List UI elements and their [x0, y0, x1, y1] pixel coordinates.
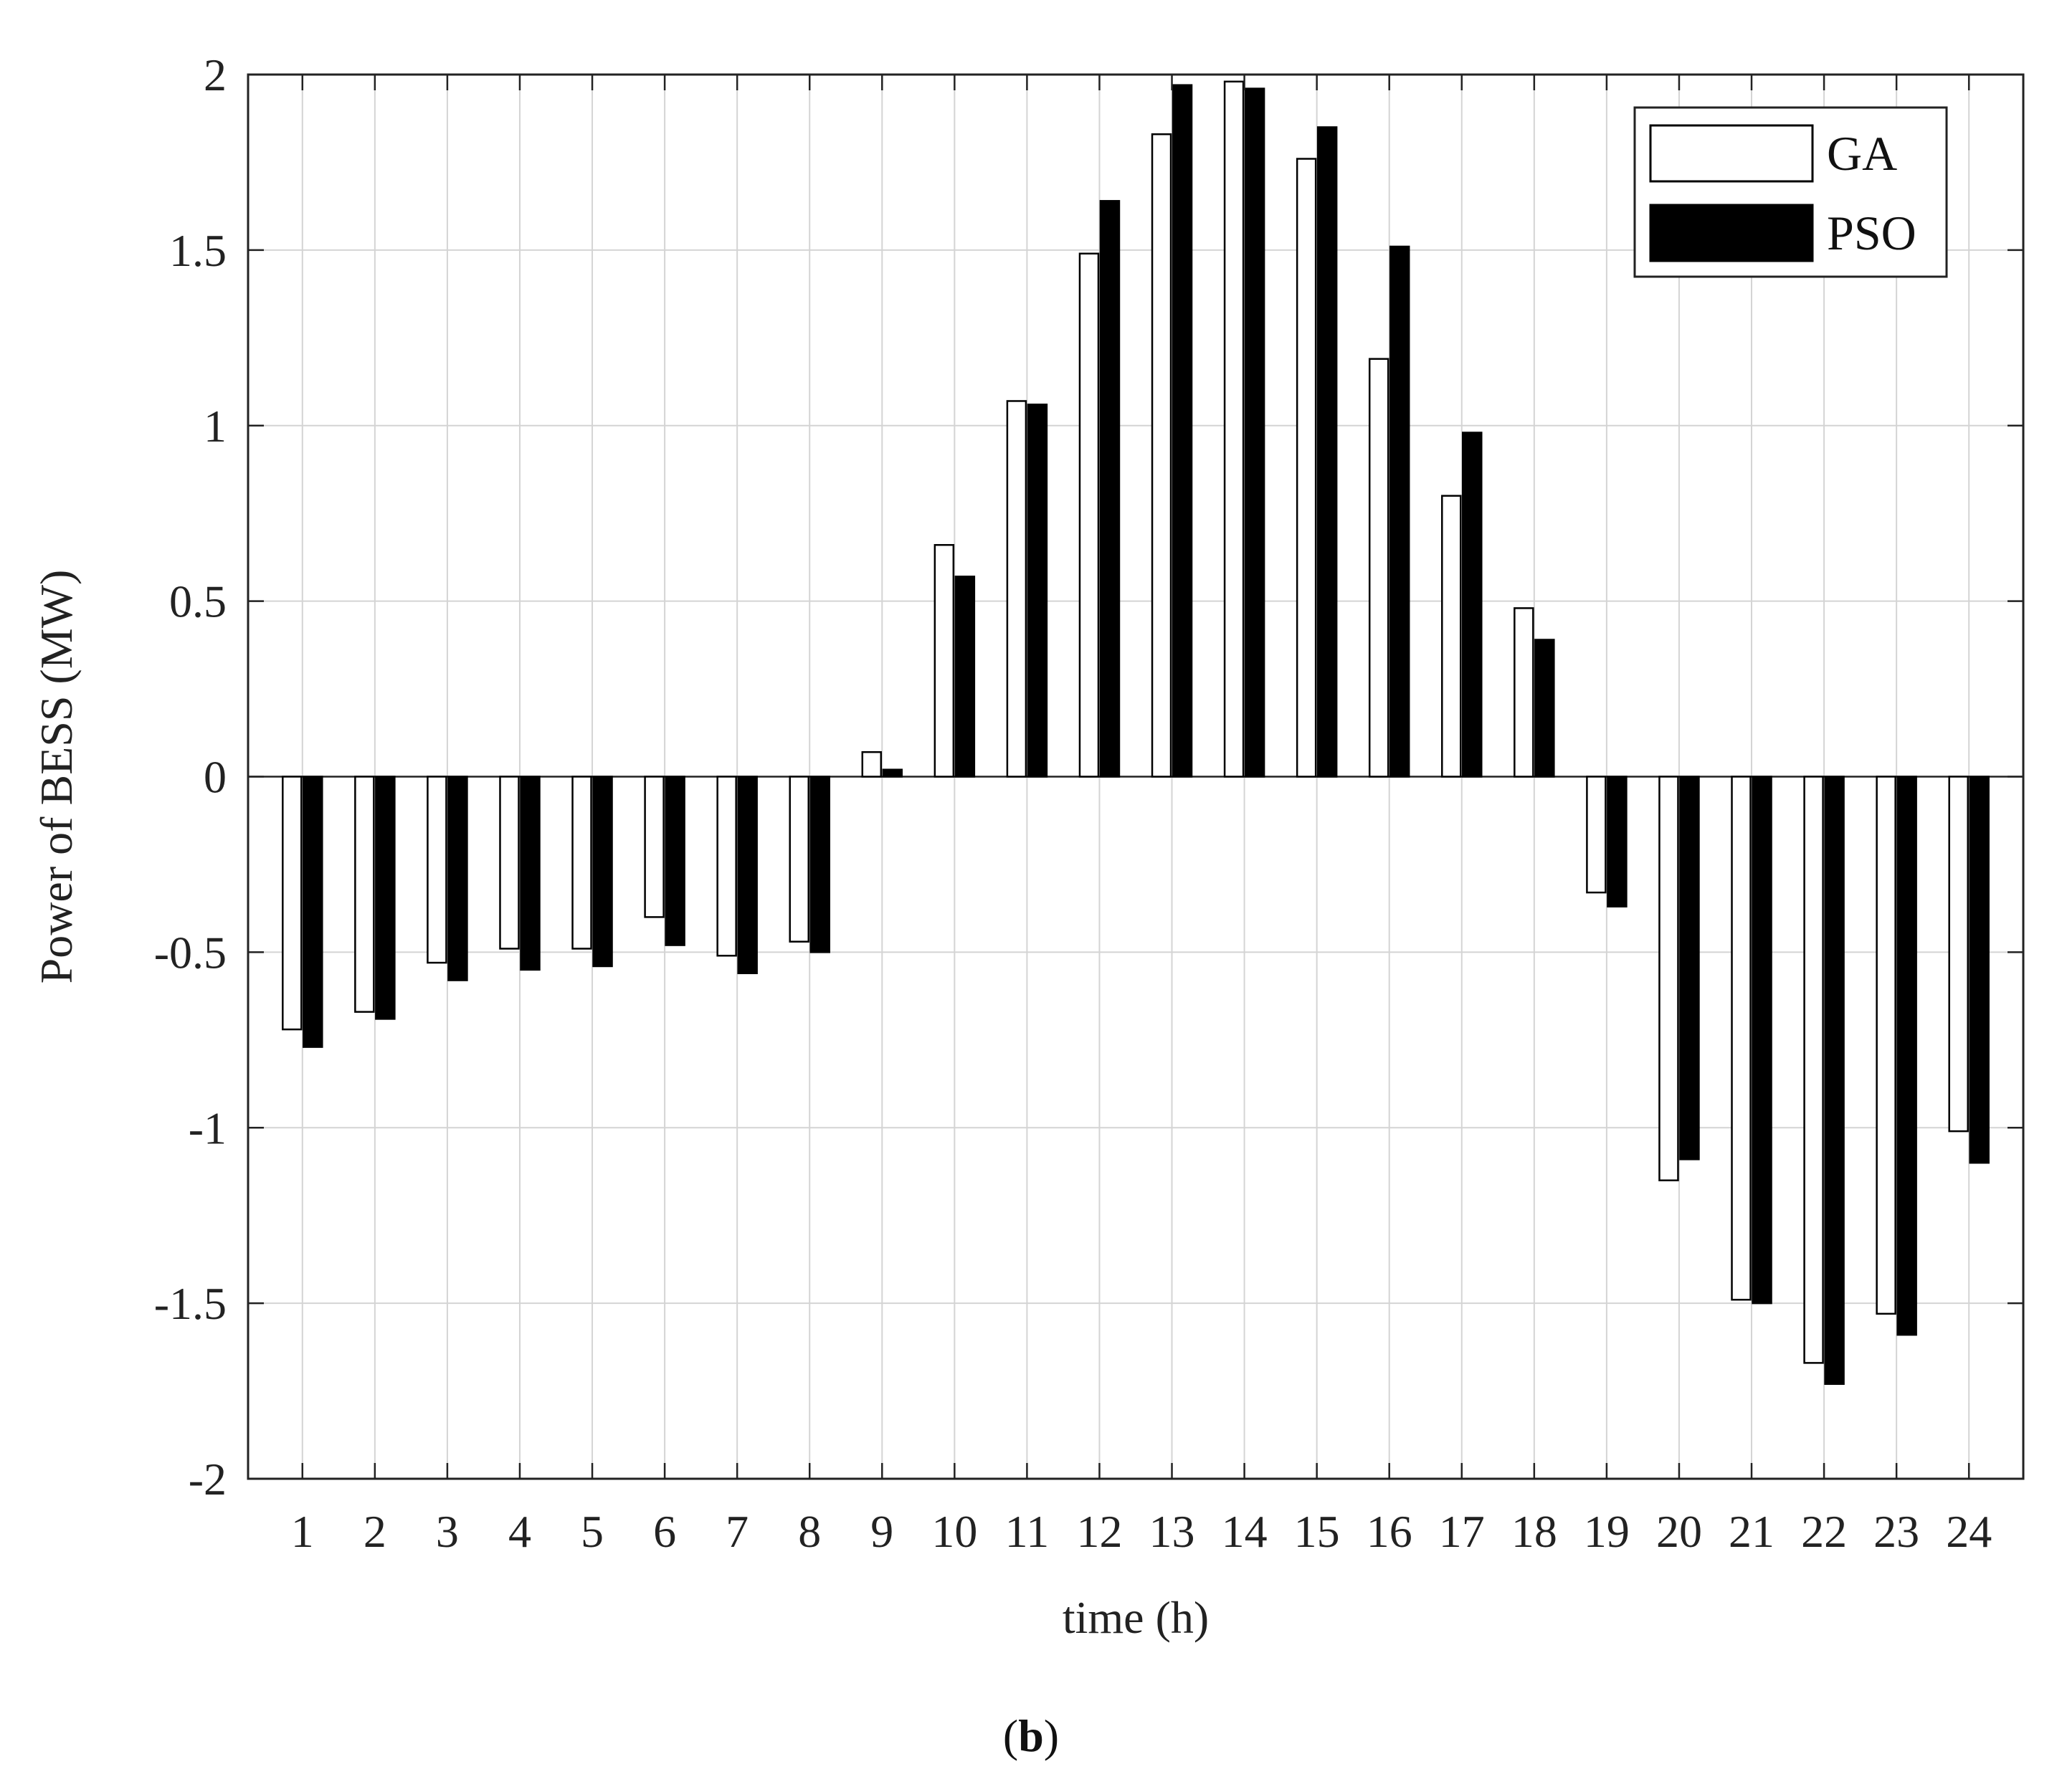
y-tick-label: -1 [189, 1102, 227, 1153]
y-tick-label: 1 [204, 401, 227, 452]
bar-ga-8 [789, 776, 809, 943]
x-tick-label: 4 [508, 1506, 531, 1557]
bar-ga-5 [571, 776, 592, 950]
x-tick-label: 9 [870, 1506, 893, 1557]
bar-ga-21 [1731, 776, 1752, 1301]
bar-ga-17 [1441, 495, 1462, 778]
x-tick-label: 18 [1511, 1506, 1557, 1557]
bar-ga-7 [716, 776, 737, 957]
x-tick-label: 17 [1439, 1506, 1485, 1557]
bar-pso-18 [1534, 639, 1555, 778]
bar-ga-15 [1296, 158, 1317, 778]
x-tick-label: 8 [798, 1506, 821, 1557]
bar-pso-12 [1099, 200, 1121, 778]
bar-pso-2 [375, 776, 396, 1020]
bar-pso-17 [1462, 432, 1483, 778]
x-tick-label: 16 [1367, 1506, 1412, 1557]
x-tick-label: 3 [436, 1506, 459, 1557]
bar-pso-1 [303, 776, 323, 1048]
bar-ga-12 [1078, 252, 1100, 778]
bar-pso-19 [1607, 776, 1628, 907]
legend-label-ga: GA [1827, 126, 1897, 181]
x-tick-label: 21 [1729, 1506, 1774, 1557]
caption-letter: b [1018, 1710, 1044, 1761]
bar-ga-6 [644, 776, 665, 918]
bar-ga-1 [282, 776, 303, 1031]
bar-pso-8 [809, 776, 830, 953]
x-tick-label: 19 [1584, 1506, 1630, 1557]
legend-swatch-pso [1649, 204, 1814, 262]
bar-ga-2 [354, 776, 375, 1013]
y-tick-label: 0.5 [169, 576, 227, 627]
bar-ga-11 [1006, 400, 1027, 778]
bar-pso-20 [1679, 776, 1700, 1160]
y-tick-label: -2 [189, 1454, 227, 1505]
bar-pso-5 [592, 776, 613, 968]
bar-pso-24 [1969, 776, 1990, 1164]
bar-pso-7 [737, 776, 758, 975]
bar-ga-10 [933, 544, 955, 778]
y-tick-label: 2 [204, 49, 227, 100]
bar-pso-3 [447, 776, 468, 981]
bar-pso-23 [1896, 776, 1917, 1336]
caption-open-paren: ( [1002, 1710, 1019, 1761]
x-tick-label: 24 [1946, 1506, 1992, 1557]
bar-pso-21 [1752, 776, 1772, 1305]
bar-ga-9 [861, 750, 883, 778]
x-tick-label: 20 [1656, 1506, 1702, 1557]
bar-ga-4 [499, 776, 520, 950]
x-axis-title: time (h) [1063, 1592, 1209, 1643]
x-tick-label: 12 [1076, 1506, 1122, 1557]
bar-ga-24 [1948, 776, 1969, 1133]
y-tick-label: -0.5 [154, 927, 227, 978]
y-axis-title: Power of BESS (MW) [31, 570, 82, 984]
bars [282, 80, 1990, 1386]
bar-ga-18 [1514, 607, 1534, 778]
bar-pso-22 [1824, 776, 1845, 1386]
bar-pso-16 [1389, 245, 1410, 778]
legend-swatch-ga [1649, 124, 1814, 183]
tick-marks [248, 73, 2023, 1480]
x-tick-label: 14 [1222, 1506, 1268, 1557]
x-tick-label: 6 [653, 1506, 676, 1557]
x-tick-label: 10 [931, 1506, 977, 1557]
bar-ga-22 [1803, 776, 1824, 1364]
y-tick-label: 0 [204, 752, 227, 803]
x-tick-label: 5 [581, 1506, 604, 1557]
caption-close-paren: ) [1043, 1710, 1060, 1761]
legend-label-pso: PSO [1827, 206, 1916, 260]
x-tick-label: 1 [291, 1506, 314, 1557]
bar-ga-3 [427, 776, 447, 964]
y-tick-label: 1.5 [169, 225, 227, 276]
bar-pso-10 [954, 576, 976, 778]
x-tick-label: 22 [1801, 1506, 1847, 1557]
bar-pso-9 [882, 768, 903, 778]
bar-pso-4 [520, 776, 541, 971]
bar-pso-11 [1027, 404, 1048, 778]
legend: GA PSO [1633, 106, 1948, 278]
bar-ga-13 [1151, 133, 1172, 778]
bar-ga-23 [1876, 776, 1896, 1315]
y-tick-label: -1.5 [154, 1278, 227, 1329]
x-tick-label: 2 [364, 1506, 386, 1557]
bar-ga-19 [1586, 776, 1607, 894]
bar-pso-13 [1172, 84, 1193, 778]
bar-ga-20 [1658, 776, 1679, 1181]
bar-ga-16 [1368, 358, 1389, 778]
x-tick-label: 15 [1294, 1506, 1340, 1557]
bar-pso-15 [1316, 126, 1338, 778]
x-tick-label: 13 [1149, 1506, 1195, 1557]
x-tick-label: 7 [726, 1506, 749, 1557]
tick-labels: -2-1.5-1-0.500.511.521 2 3 4 5 6 7 8 9 10 11 12 13 14… [154, 49, 1992, 1557]
bar-pso-6 [665, 776, 685, 946]
x-tick-label: 11 [1005, 1506, 1050, 1557]
x-tick-label: 23 [1873, 1506, 1919, 1557]
figure-caption: (b) [0, 1710, 2062, 1763]
bar-ga-14 [1223, 80, 1245, 778]
bar-pso-14 [1244, 87, 1265, 778]
